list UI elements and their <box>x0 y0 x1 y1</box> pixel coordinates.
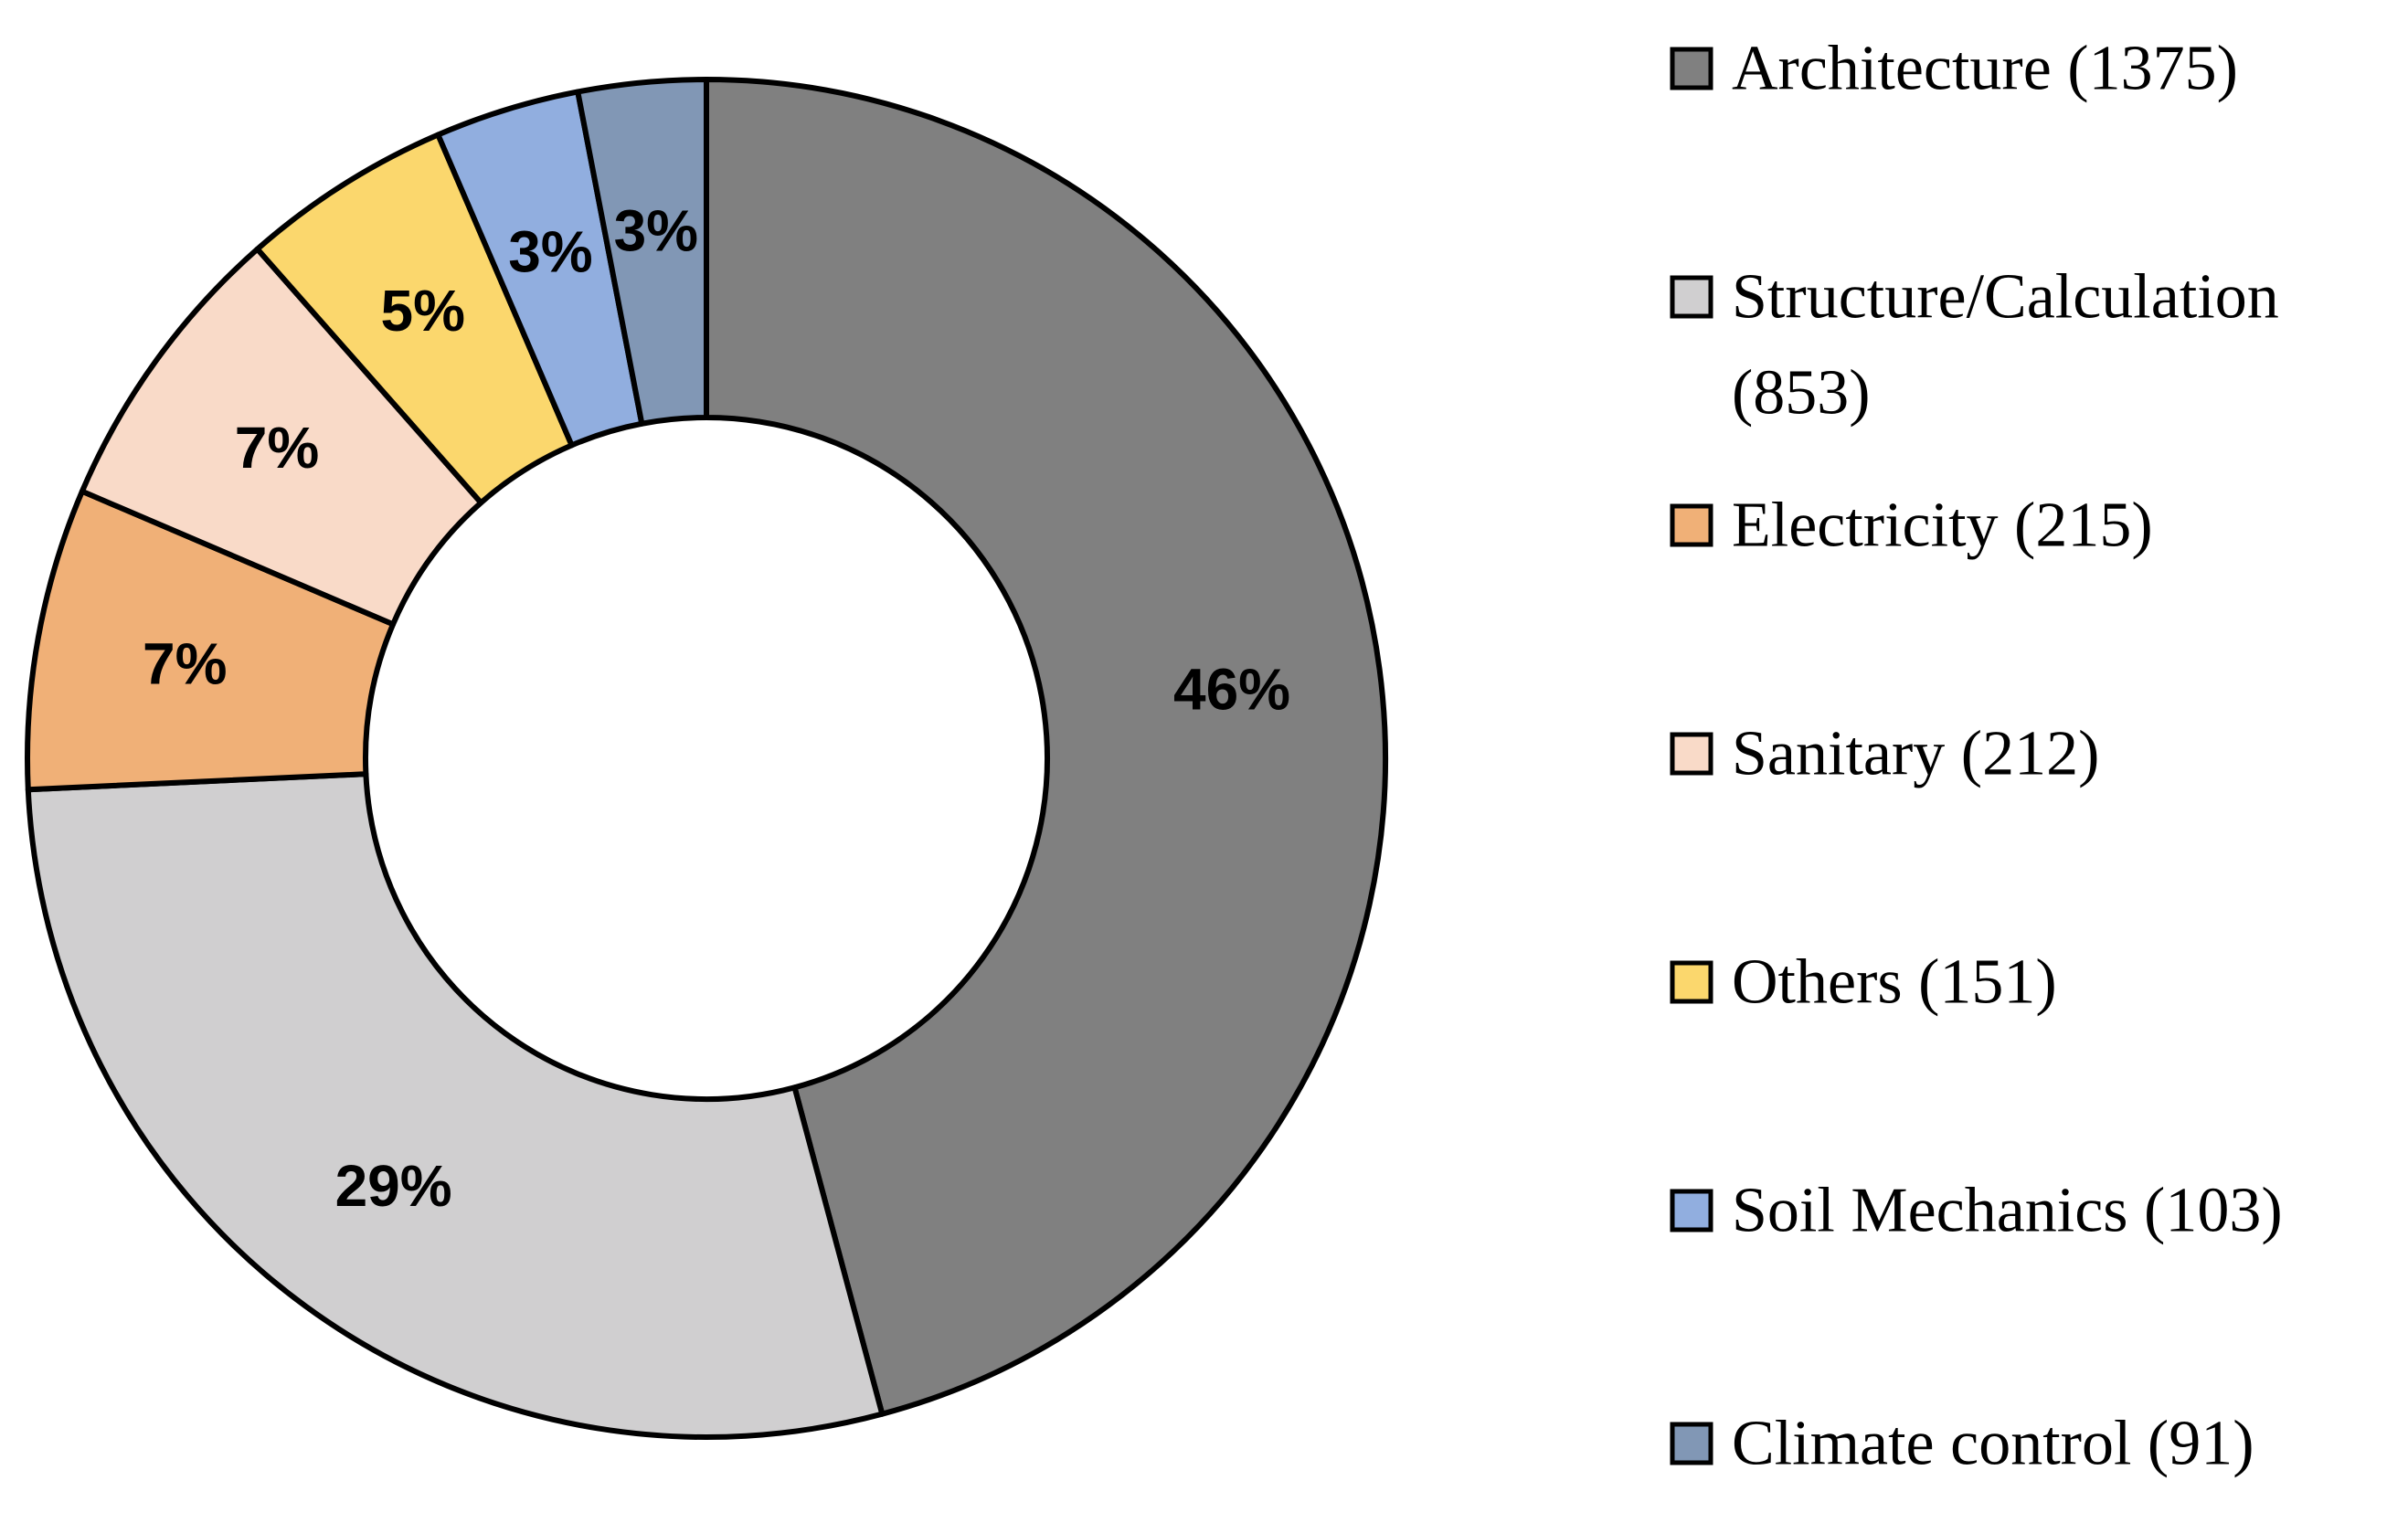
legend-label-electricity: Electricity (215) <box>1732 491 2153 561</box>
percent-label-architecture: 46% <box>1173 656 1290 722</box>
legend-label-sanitary: Sanitary (212) <box>1732 719 2099 789</box>
legend-swatch-climate-control <box>1670 1422 1713 1465</box>
percent-label-electricity: 7% <box>143 631 228 697</box>
legend-label-structure-calculation: Structure/Calculation <box>1732 262 2279 333</box>
percent-labels: 46% 29% 7% 7% 5% 3% 3% <box>143 198 1290 1220</box>
donut-slices <box>25 77 1388 1440</box>
legend-label-structure-calculation-line2: (853) <box>1732 358 1871 428</box>
slice-climate-control <box>575 77 709 427</box>
legend-swatch-soil-mechanics <box>1670 1189 1713 1232</box>
legend-swatch-electricity <box>1670 503 1713 547</box>
legend-swatch-architecture <box>1670 47 1713 90</box>
legend-label-architecture: Architecture (1375) <box>1732 34 2238 104</box>
legend-label-soil-mechanics: Soil Mechanics (103) <box>1732 1176 2283 1246</box>
percent-label-structure-calculation: 29% <box>335 1153 452 1219</box>
slice-structure-calculation <box>25 771 886 1440</box>
legend-swatch-structure-calculation <box>1670 275 1713 319</box>
legend-label-others: Others (151) <box>1732 947 2057 1018</box>
percent-label-sanitary: 7% <box>235 415 320 481</box>
percent-label-others: 5% <box>380 278 465 344</box>
slice-architecture <box>704 77 1388 1417</box>
percent-label-climate-control: 3% <box>614 198 699 264</box>
legend-label-climate-control: Climate control (91) <box>1732 1409 2254 1479</box>
percent-label-soil-mechanics: 3% <box>508 219 593 285</box>
legend: Architecture (1375) Structure/Calculation… <box>1670 34 2283 1479</box>
legend-swatch-sanitary <box>1670 732 1713 776</box>
legend-swatch-others <box>1670 960 1713 1004</box>
